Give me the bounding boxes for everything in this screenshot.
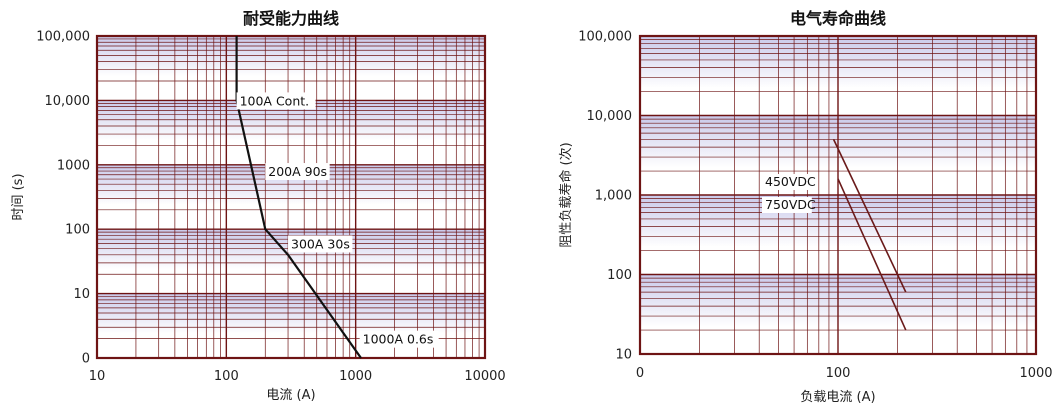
- y-tick-label: 100,000: [36, 30, 90, 45]
- annotation-bg: [288, 235, 353, 253]
- series-line: [832, 139, 907, 293]
- x-axis-label: 负载电流 (A): [800, 390, 875, 405]
- x-axis-label: 电流 (A): [266, 388, 315, 403]
- y-axis-label: 时间 (s): [11, 173, 26, 220]
- series-name-label: 450VDC: [765, 174, 816, 189]
- series-line: [235, 36, 362, 359]
- annotation-bg: [265, 163, 330, 181]
- series-line: [837, 178, 907, 331]
- annotation-label: 200A 90s: [268, 164, 327, 179]
- y-axis-label: 阻性负载寿命 (次): [558, 142, 574, 247]
- chart-title: 电气寿命曲线: [790, 9, 886, 28]
- y-tick-label: 10,000: [587, 109, 633, 124]
- y-tick-label: 1000: [57, 158, 90, 173]
- chart-title: 耐受能力曲线: [243, 9, 339, 28]
- y-tick-label: 100: [65, 223, 90, 238]
- y-tick-label: 100: [607, 268, 632, 283]
- annotation-bg: [359, 330, 439, 348]
- y-tick-label: 10,000: [45, 94, 91, 109]
- x-tick-label: 0: [636, 366, 644, 381]
- plot-frame: [638, 34, 1038, 356]
- series-label-bg: [762, 174, 812, 190]
- x-tick-label: 1000: [1019, 366, 1052, 381]
- series-label-bg: [762, 197, 812, 213]
- chart-2: 电气寿命曲线 10 100 1,000 10,000 100,000 0 100 1000 负载电…: [558, 9, 1053, 405]
- annotation-label: 1000A 0.6s: [363, 332, 434, 347]
- chart-1: 耐受能力曲线 0 10 100 1000 10,000 100,000 10 100 1000 10…: [11, 9, 506, 403]
- annotation-label: 300A 30s: [291, 236, 350, 251]
- y-tick-label: 10: [615, 348, 632, 363]
- annotation-label: 100A Cont.: [240, 93, 310, 108]
- series-name-label: 750VDC: [765, 197, 816, 212]
- y-tick-label: 0: [82, 352, 90, 367]
- x-tick-label: 10000: [464, 369, 505, 384]
- y-tick-label: 100,000: [578, 30, 632, 45]
- x-tick-label: 100: [826, 366, 851, 381]
- y-tick-label: 10: [73, 287, 90, 302]
- annotation-bg: [236, 92, 316, 110]
- x-tick-label: 10: [89, 369, 106, 384]
- y-tick-label: 1,000: [595, 189, 632, 204]
- x-tick-label: 100: [214, 369, 239, 384]
- x-tick-label: 1000: [339, 369, 372, 384]
- plot-frame: [95, 34, 487, 360]
